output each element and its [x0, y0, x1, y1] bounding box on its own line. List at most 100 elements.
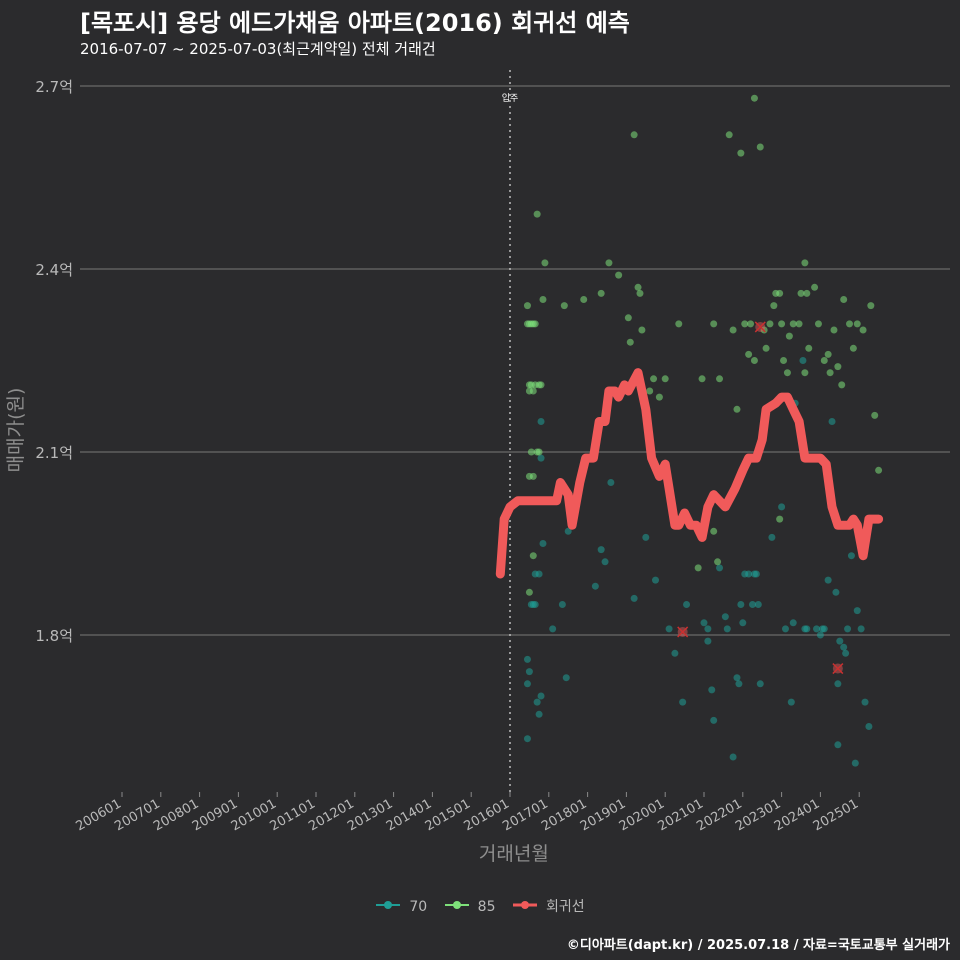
data-point-85 — [626, 338, 634, 346]
data-point-70 — [535, 710, 543, 718]
data-point-70 — [523, 680, 531, 688]
data-point-85 — [646, 387, 654, 395]
data-point-70 — [535, 570, 543, 578]
data-point-70 — [851, 759, 859, 767]
data-point-70 — [683, 601, 691, 608]
data-point-85 — [756, 143, 764, 151]
data-point-85 — [535, 448, 543, 456]
data-point-85 — [801, 369, 809, 377]
regression-marker-x — [832, 663, 844, 675]
data-point-70 — [537, 418, 545, 425]
data-point-85 — [780, 357, 788, 364]
y-tick-label: 2.7억 — [35, 78, 73, 96]
data-point-70 — [708, 686, 716, 694]
data-point-70 — [733, 674, 741, 682]
data-point-70 — [737, 601, 745, 608]
legend-key-85 — [444, 899, 470, 915]
data-point-85 — [605, 259, 613, 267]
data-point-70 — [665, 625, 673, 633]
source-caption: ©디아파트(dapt.kr) / 2025.07.18 / 자료=국토교통부 실… — [566, 938, 950, 953]
data-point-85 — [859, 326, 867, 334]
data-point-85 — [638, 326, 646, 334]
data-point-85 — [650, 375, 658, 383]
data-point-85 — [776, 515, 784, 523]
data-point-70 — [828, 418, 836, 425]
legend-key-70 — [375, 899, 401, 915]
data-point-85 — [811, 283, 819, 291]
chart-subtitle: 2016-07-07 ~ 2025-07-03(최근계약일) 전체 거래건 — [80, 40, 436, 58]
data-point-85 — [853, 320, 861, 328]
data-point-85 — [675, 320, 683, 328]
y-tick-label: 1.8억 — [35, 627, 73, 645]
data-point-70 — [735, 680, 743, 688]
data-point-85 — [523, 302, 531, 310]
data-point-85 — [820, 357, 828, 364]
data-point-85 — [580, 296, 588, 303]
data-point-70 — [716, 564, 724, 572]
data-point-70 — [723, 625, 731, 633]
data-point-70 — [847, 552, 855, 560]
chart-legend: 70 85 회귀선 — [0, 896, 960, 916]
legend-item-85: 85 — [444, 899, 496, 915]
data-point-85 — [789, 320, 797, 328]
data-point-70 — [752, 570, 760, 578]
data-point-85 — [762, 344, 770, 352]
data-point-85 — [710, 320, 718, 328]
data-point-85 — [529, 552, 537, 560]
data-point-85 — [597, 289, 605, 297]
regression-line — [495, 368, 884, 579]
data-point-70 — [820, 625, 828, 633]
data-point-70 — [700, 619, 708, 627]
data-point-85 — [714, 558, 722, 566]
data-point-85 — [803, 289, 811, 297]
chart-title: [목포시] 용당 에드가채움 아파트(2016) 회귀선 예측 — [80, 9, 630, 37]
legend-key-regression — [512, 899, 538, 915]
data-point-85 — [826, 369, 834, 377]
data-point-70 — [768, 533, 776, 541]
data-point-85 — [770, 302, 778, 310]
legend-label-70: 70 — [409, 899, 428, 915]
regression-marker-x — [754, 321, 766, 333]
data-point-85 — [785, 332, 793, 340]
data-point-85 — [655, 393, 663, 401]
data-point-85 — [630, 131, 638, 139]
data-point-70 — [642, 533, 650, 541]
data-point-70 — [523, 655, 531, 663]
data-point-85 — [750, 357, 758, 364]
x-axis-title: 거래년월 — [479, 843, 549, 865]
data-point-70 — [840, 643, 848, 651]
y-tick-label: 2.4억 — [35, 261, 73, 279]
data-point-70 — [679, 698, 687, 706]
data-point-70 — [704, 637, 712, 645]
data-point-70 — [739, 619, 747, 627]
data-point-85 — [694, 564, 702, 572]
data-point-85 — [776, 289, 784, 297]
data-point-70 — [671, 649, 679, 657]
data-point-85 — [849, 344, 857, 352]
data-point-85 — [834, 363, 842, 371]
data-point-85 — [824, 350, 832, 358]
y-tick-label: 2.1억 — [35, 444, 73, 462]
data-point-70 — [531, 601, 539, 608]
data-point-70 — [816, 631, 824, 639]
data-point-70 — [704, 625, 712, 633]
data-point-70 — [824, 576, 832, 584]
data-point-70 — [537, 692, 545, 700]
legend-item-70: 70 — [375, 899, 427, 915]
data-point-85 — [729, 326, 737, 334]
data-point-85 — [634, 283, 642, 291]
data-point-70 — [842, 649, 850, 657]
data-point-70 — [537, 454, 545, 462]
data-point-85 — [830, 326, 838, 334]
data-point-85 — [537, 381, 545, 389]
legend-label-85: 85 — [477, 899, 496, 915]
data-point-85 — [797, 289, 805, 297]
data-point-85 — [636, 289, 644, 297]
data-point-70 — [756, 680, 764, 688]
data-point-70 — [834, 680, 842, 688]
data-point-85 — [716, 375, 724, 383]
data-point-70 — [836, 637, 844, 645]
data-point-70 — [861, 698, 869, 706]
data-point-85 — [783, 369, 791, 377]
data-point-70 — [745, 570, 753, 578]
